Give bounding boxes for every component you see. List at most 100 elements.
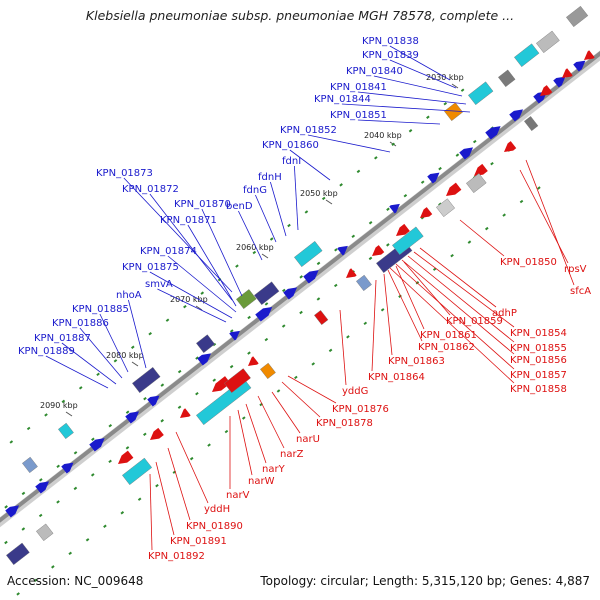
guide-dot [73, 451, 78, 455]
guide-dot [212, 378, 217, 382]
tick-label: 2050 kbp [300, 189, 338, 198]
reverse-gene-label: KPN_01859 [446, 316, 503, 327]
guide-dot [368, 256, 373, 261]
reverse-leader-line [413, 251, 515, 328]
reverse-leader-line [519, 169, 569, 264]
guide-dot [328, 348, 333, 353]
reverse-gene-arrow [372, 245, 385, 256]
reverse-gene-label: KPN_01876 [332, 404, 389, 415]
guide-dot [334, 248, 338, 252]
guide-dot [195, 391, 199, 396]
reverse-gene-label: KPN_01861 [420, 330, 477, 341]
forward-gene-box [566, 5, 589, 28]
forward-gene-box [444, 102, 464, 122]
guide-dot [467, 240, 472, 244]
reverse-leader-line [395, 263, 515, 370]
forward-gene-arrow [459, 147, 474, 160]
guide-dot [420, 180, 425, 184]
reverse-leader-line [257, 395, 285, 449]
reverse-gene-arrow [150, 427, 164, 440]
guide-dot [368, 221, 373, 225]
guide-dot [241, 416, 246, 420]
guide-dot [408, 129, 413, 133]
guide-dot [68, 551, 73, 556]
reverse-leader-line [287, 375, 337, 404]
guide-dot [264, 302, 269, 306]
forward-gene-label: fdnH [258, 172, 282, 183]
forward-gene-arrow [553, 76, 566, 88]
topology-summary: Topology: circular; Length: 5,315,120 bp… [260, 574, 590, 588]
tick-mark [261, 253, 269, 259]
guide-dot [398, 294, 402, 298]
guide-dot [177, 405, 182, 409]
label-leaders [45, 45, 575, 551]
reverse-leader-line [149, 473, 153, 551]
forward-gene-label: KPN_01841 [330, 82, 387, 93]
reverse-leader-line [281, 381, 321, 418]
forward-leader-line [149, 193, 233, 301]
guide-dot [78, 386, 83, 390]
forward-gene-label: KPN_01875 [122, 262, 179, 273]
forward-gene-arrow [303, 270, 319, 284]
guide-dot [484, 226, 489, 231]
forward-leader-line [389, 59, 457, 89]
reverse-gene-box [466, 173, 487, 194]
reverse-gene-label: KPN_01878 [316, 418, 373, 429]
guide-dot [460, 88, 465, 92]
reverse-gene-box [260, 362, 276, 380]
reverse-gene-arrow [212, 376, 231, 392]
forward-leader-line [187, 224, 237, 307]
guide-dot [438, 166, 442, 171]
reverse-gene-arrow [474, 163, 488, 176]
guide-dot [120, 511, 125, 515]
guide-dot [189, 456, 194, 461]
gene-labels: KPN_01838KPN_01839KPN_01840KPN_01841KPN_… [18, 36, 591, 562]
forward-gene-arrow [283, 287, 298, 300]
forward-leader-line [357, 119, 441, 125]
forward-leader-line [99, 313, 129, 373]
forward-gene-arrow [125, 411, 140, 424]
reverse-gene-label: narY [262, 464, 286, 475]
guide-dot [131, 345, 135, 349]
tick-label: 2070 kbp [170, 295, 208, 304]
forward-gene-box [468, 81, 494, 106]
forward-leader-line [149, 271, 233, 319]
reverse-gene-label: KPN_01864 [368, 372, 425, 383]
reverse-gene-box [122, 457, 153, 486]
reverse-gene-label: KPN_01858 [510, 384, 567, 395]
reverse-gene-label: narW [248, 476, 275, 487]
reverse-gene-label: KPN_01892 [148, 551, 205, 562]
forward-leader-line [289, 149, 331, 181]
guide-dot [316, 261, 321, 266]
forward-leader-line [128, 299, 147, 369]
guide-dot [38, 513, 43, 518]
reverse-gene-label: adhP [492, 308, 517, 319]
reverse-leader-line [459, 219, 505, 257]
guide-dot [44, 413, 48, 417]
reverse-gene-arrow [180, 408, 191, 418]
reverse-gene-box [356, 274, 372, 292]
reverse-gene-label: narV [226, 490, 250, 501]
forward-gene-box [132, 367, 161, 394]
guide-dot [247, 351, 251, 355]
forward-gene-arrow [89, 438, 105, 452]
forward-gene-arrow [389, 203, 400, 214]
guide-dot [443, 102, 448, 106]
guide-dot [287, 223, 291, 228]
reverse-leader-line [271, 391, 301, 434]
forward-gene-box [498, 69, 516, 88]
tick-label: 2090 kbp [40, 401, 78, 410]
forward-gene-label: KPN_01851 [330, 110, 387, 121]
forward-gene-arrow [35, 481, 50, 494]
reverse-gene-arrow [118, 450, 134, 464]
reverse-gene-label: sfcA [570, 286, 591, 297]
guide-dot [21, 491, 26, 496]
forward-gene-label: KPN_01860 [262, 140, 319, 151]
guide-dot [252, 250, 257, 255]
guide-dot [85, 538, 90, 542]
reverse-gene-label: rpsV [564, 264, 587, 275]
guide-dot [217, 277, 222, 282]
guide-dot [90, 473, 95, 477]
forward-gene-arrow [5, 505, 20, 518]
